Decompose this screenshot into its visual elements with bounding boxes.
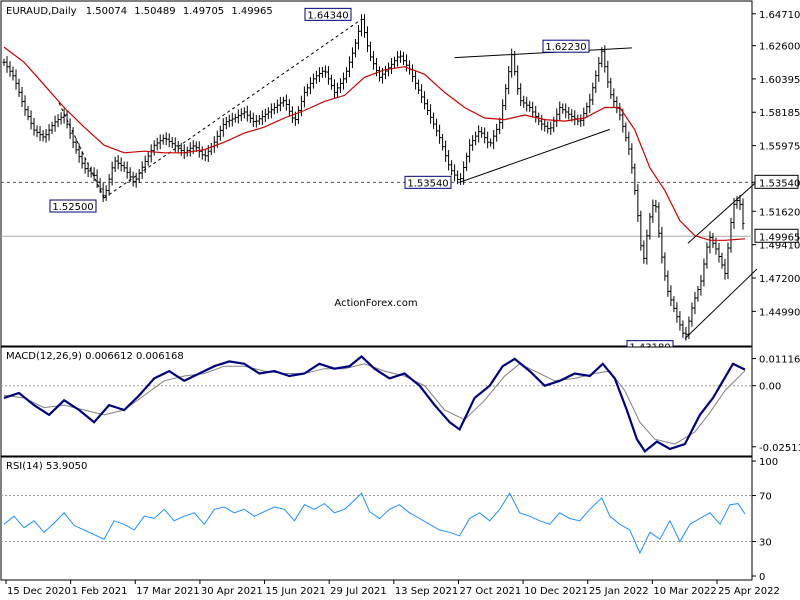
price-tick-label: 1.49410 <box>759 241 800 252</box>
macd-signal-line <box>3 363 746 445</box>
annotation-label: 1.52500 <box>52 202 93 213</box>
date-tick-label: 15 Dec 2020 <box>7 586 71 597</box>
date-tick-label: 17 Mar 2021 <box>136 586 199 597</box>
price-panel: ActionForex.com 1.64340 1.62230 1.52500 1.5… <box>0 0 758 354</box>
rsi-tick-label: 100 <box>759 457 778 468</box>
date-tick-label: 1 Feb 2021 <box>72 586 128 597</box>
macd-panel: MACD(12,26,9) 0.006612 0.006168 <box>0 346 753 457</box>
rsi-axis: 100 70 30 0 <box>752 457 778 583</box>
date-tick-label: 29 Jul 2021 <box>330 586 387 597</box>
price-series <box>2 14 746 341</box>
price-tick-label: 1.64710 <box>759 10 800 21</box>
rsi-line <box>3 492 746 555</box>
price-tick-label: 1.47200 <box>759 274 800 285</box>
open-value: 1.50074 <box>86 6 127 17</box>
price-tick-label: 1.62600 <box>759 42 800 53</box>
macd-label: MACD(12,26,9) 0.006612 0.006168 <box>6 351 184 362</box>
macd-series <box>1 355 752 454</box>
date-tick-label: 25 Apr 2022 <box>718 586 780 597</box>
current-price-box <box>754 228 799 243</box>
price-tick-label: 1.58185 <box>759 108 800 119</box>
price-tick-label: 1.44990 <box>759 307 800 318</box>
highlight-price-box <box>754 174 799 189</box>
trendline-rising-support <box>684 268 758 340</box>
price-tick-label: 1.55975 <box>759 142 800 153</box>
date-tick-label: 25 Jan 2022 <box>589 586 649 597</box>
low-value: 1.49705 <box>183 6 224 17</box>
high-value: 1.50489 <box>134 6 175 17</box>
macd-tick-label: 0.00 <box>759 382 781 393</box>
annotation-box <box>49 199 97 213</box>
rsi-tick-label: 0 <box>759 572 765 583</box>
date-tick-label: 10 Mar 2022 <box>653 586 716 597</box>
rsi-tick-label: 30 <box>759 538 772 549</box>
current-price-box-label: 1.49965 <box>759 232 800 243</box>
date-tick-label: 13 Sep 2021 <box>395 586 458 597</box>
annotation-box <box>304 7 352 21</box>
trendline-lower-channel <box>459 128 610 183</box>
trendline-upper-channel <box>454 47 632 59</box>
annotation-label: 1.62230 <box>545 42 586 53</box>
close-value: 1.49965 <box>231 6 272 17</box>
macd-tick-label: 0.011168 <box>759 355 800 366</box>
symbol-label: EURAUD,Daily <box>6 6 77 17</box>
price-tick-label: 1.60395 <box>759 75 800 86</box>
price-tick-label: 1.51620 <box>759 207 800 218</box>
annotation-box <box>404 175 452 189</box>
price-axis: 1.64710 1.62600 1.60395 1.58185 1.55975 1.535… <box>752 10 800 318</box>
macd-tick-label: -0.025117 <box>759 443 800 454</box>
moving-average-line <box>3 46 746 241</box>
rsi-panel: RSI(14) 53.9050 <box>0 456 753 581</box>
watermark: ActionForex.com <box>334 298 417 309</box>
date-tick-label: 10 Dec 2021 <box>524 586 588 597</box>
rsi-label: RSI(14) 53.9050 <box>6 461 87 472</box>
annotation-label: 1.64340 <box>307 10 348 21</box>
rsi-tick-label: 70 <box>759 492 772 503</box>
highlight-price-box-label: 1.53540 <box>759 178 800 189</box>
price-header-symbol: EURAUD,Daily 1.50074 1.50489 1.49705 1.4… <box>6 6 273 17</box>
price-grid <box>1 181 752 237</box>
trendline-rising-resistance <box>687 181 758 244</box>
macd-panel-frame <box>0 346 753 457</box>
annotation-label: 1.53540 <box>407 178 448 189</box>
trendline-dashed-up <box>103 18 362 199</box>
macd-axis: 0.011168 0.00 -0.025117 <box>752 355 800 454</box>
date-tick-label: 30 Apr 2021 <box>201 586 263 597</box>
rsi-series <box>1 492 752 555</box>
date-tick-label: 15 Jun 2021 <box>266 586 326 597</box>
price-panel-frame <box>0 0 753 347</box>
price-trendlines <box>58 18 758 340</box>
date-axis: 15 Dec 2020 1 Feb 2021 17 Mar 2021 30 Apr 2… <box>5 580 780 597</box>
macd-main-line <box>3 355 746 454</box>
annotation-box <box>542 39 590 53</box>
date-tick-label: 27 Oct 2021 <box>459 586 521 597</box>
rsi-panel-frame <box>0 456 753 581</box>
